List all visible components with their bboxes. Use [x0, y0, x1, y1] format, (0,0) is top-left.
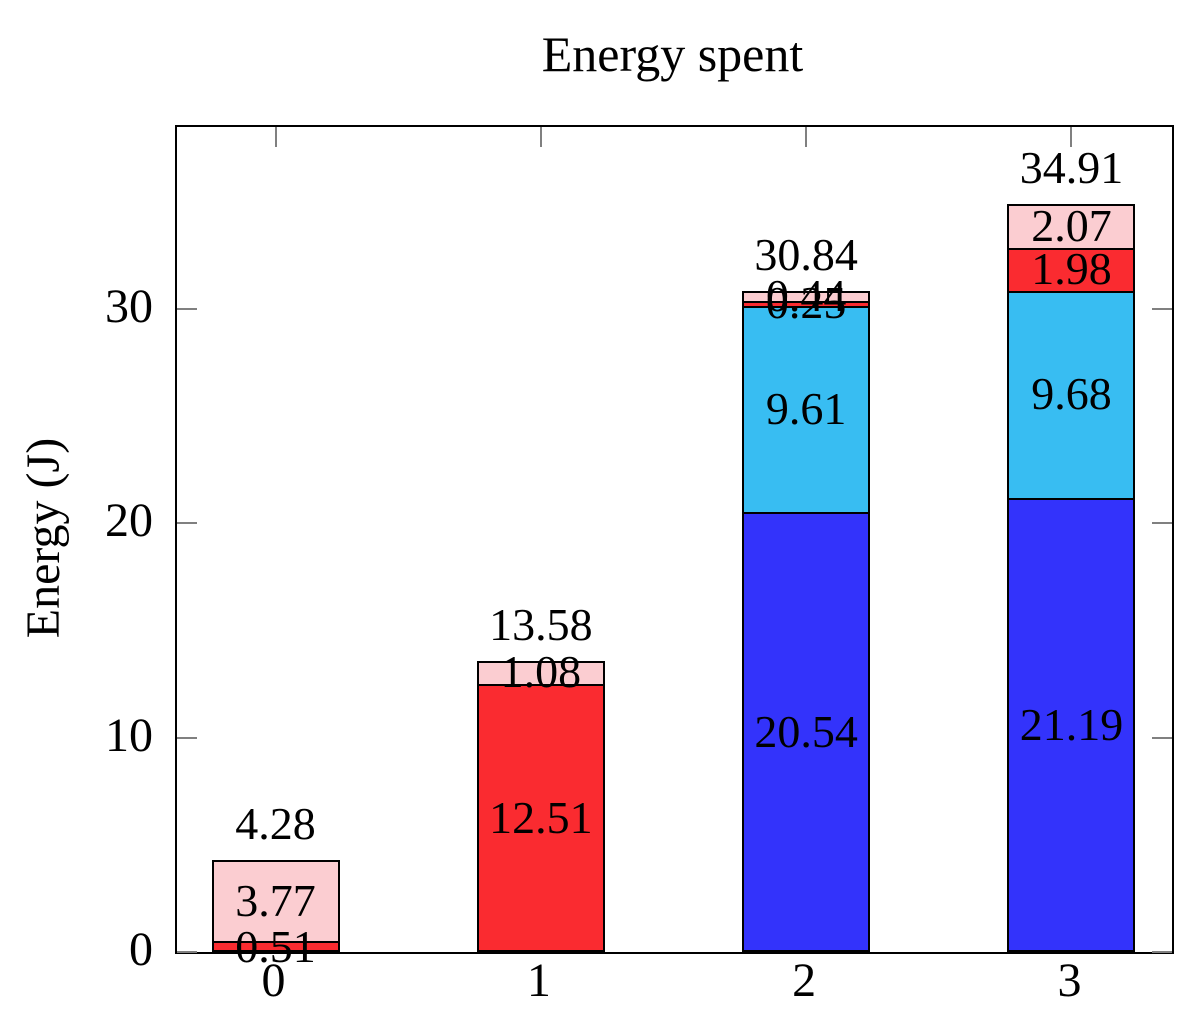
y-tick-mark-right: [1152, 736, 1172, 739]
plot-area: 0.51 3.77 4.28 12.51 1.08 13.58 20.54 9.61 0.25 0…: [175, 125, 1174, 970]
bar-total-label: 13.58: [489, 598, 593, 650]
y-tick-label: 20: [105, 494, 153, 548]
bar-total-label: 30.84: [754, 229, 858, 281]
segment-value-label: 1.08: [500, 646, 582, 698]
x-tick-mark-top: [805, 127, 808, 147]
segment-value-label: 0.44: [765, 269, 847, 321]
y-tick-mark-left: [177, 736, 197, 739]
bar-total-label: 4.28: [235, 798, 316, 850]
x-tick-label: 3: [1057, 954, 1082, 1007]
blue-segment: [742, 511, 871, 952]
segment-value-label: 12.51: [489, 791, 593, 843]
pink-segment: [742, 291, 871, 303]
x-tick-mark-top: [274, 127, 277, 147]
x-tick-label: 2: [792, 954, 817, 1007]
pink-segment: [1007, 203, 1136, 251]
pink-segment: [211, 860, 340, 944]
y-axis-label: Energy (J): [17, 437, 70, 639]
red-segment: [476, 683, 605, 952]
segment-value-label: 9.68: [1031, 368, 1112, 420]
blue-segment: [1007, 497, 1136, 952]
segment-value-label: 21.19: [1019, 698, 1124, 750]
segment-value-label: 3.77: [235, 874, 316, 926]
red-segment: [1007, 248, 1136, 293]
segment-value-label: 2.07: [1031, 199, 1112, 251]
y-tick-label: 0: [129, 923, 153, 976]
cyan-segment: [742, 305, 871, 514]
chart-title: Energy spent: [541, 26, 804, 82]
y-tick-label: 10: [105, 708, 153, 762]
cyan-segment: [1007, 290, 1136, 500]
bar-total-label: 34.91: [1019, 141, 1124, 193]
segment-value-label: 0.51: [235, 920, 316, 972]
x-tick-mark-top: [539, 127, 542, 147]
pink-segment: [476, 660, 605, 686]
segment-value-label: 9.61: [765, 382, 847, 434]
y-tick-mark-right: [1152, 951, 1172, 953]
y-tick-mark-right: [1152, 522, 1172, 525]
y-tick-mark-right: [1152, 308, 1172, 311]
x-tick-label: 1: [526, 954, 551, 1007]
x-tick-label: 0: [261, 954, 286, 1007]
y-tick-mark-left: [177, 308, 197, 311]
segment-value-label: 20.54: [754, 705, 858, 757]
segment-value-label: 0.25: [765, 277, 847, 329]
x-tick-mark-top: [1070, 127, 1073, 147]
segment-value-label: 1.98: [1031, 243, 1112, 295]
y-tick-mark-left: [177, 951, 197, 953]
y-tick-label: 30: [105, 280, 153, 334]
y-tick-mark-left: [177, 522, 197, 525]
